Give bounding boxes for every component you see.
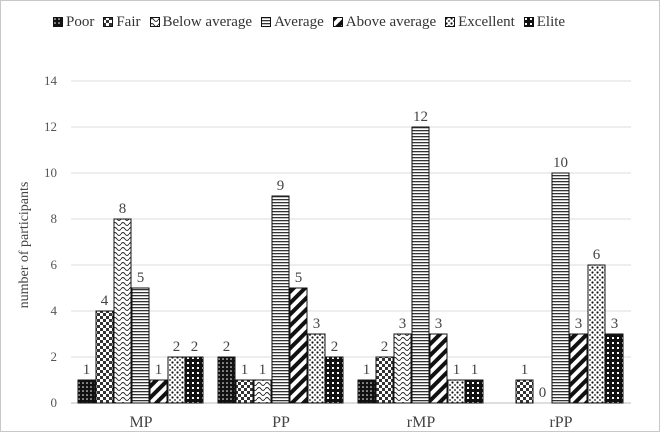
data-label-mp-fair: 4 (101, 293, 109, 309)
bar-rmp-fair (375, 356, 394, 404)
y-tick-labels: 0 2 4 6 8 10 12 14 (44, 73, 58, 410)
bar-pp-excellent (307, 333, 326, 404)
bar-rmp-poor (357, 379, 376, 404)
legend-swatch-average (261, 17, 272, 27)
y-tick-label: 14 (44, 73, 58, 88)
legend-label: Excellent (458, 13, 515, 30)
legend-label: Fair (116, 13, 141, 30)
y-tick-label: 0 (51, 395, 58, 410)
legend: Poor Fair Below average Average Above averag… (53, 11, 574, 33)
data-label-mp-elite: 2 (191, 339, 199, 355)
legend-swatch-poor (53, 17, 63, 27)
bar-pp-elite (325, 356, 344, 404)
bar-pp-above-average (289, 287, 308, 404)
legend-item-above-average: Above average (332, 13, 437, 31)
legend-label: Average (274, 13, 324, 30)
legend-item-poor: Poor (53, 14, 94, 31)
data-label-pp-below-average: 1 (259, 362, 267, 378)
y-tick-label: 6 (51, 257, 58, 272)
y-tick-label: 12 (44, 119, 57, 134)
bar-rmp-average (411, 126, 430, 404)
legend-swatch-fair (103, 17, 114, 27)
data-label-rmp-average: 12 (413, 109, 428, 125)
data-label-pp-fair: 1 (241, 362, 249, 378)
bar-mp-below-average (113, 218, 132, 404)
y-tick-label: 8 (51, 211, 58, 226)
legend-label: Elite (536, 13, 566, 30)
bar-pp-fair (235, 379, 254, 404)
gridlines (71, 80, 631, 404)
data-label-rmp-elite: 1 (471, 362, 479, 378)
legend-item-average: Average (261, 14, 324, 31)
bar-mp-average (131, 287, 150, 404)
data-label-rpp-above-average: 3 (575, 316, 583, 332)
legend-item-fair: Fair (103, 13, 141, 31)
bar-mp-above-average (149, 379, 168, 404)
data-label-rpp-excellent: 6 (593, 247, 601, 263)
bar-rpp-excellent (587, 264, 606, 404)
x-tick-label: MP (129, 414, 152, 431)
bar-rmp-above-average (429, 333, 448, 404)
y-tick-label: 2 (51, 349, 58, 364)
data-label-mp-average: 5 (137, 270, 145, 286)
bar-rmp-excellent (447, 379, 466, 404)
bar-mp-excellent (167, 356, 186, 404)
legend-label: Poor (66, 13, 95, 30)
bar-rpp-above-average (569, 333, 588, 404)
y-tick-label: 4 (51, 303, 58, 318)
legend-label: Below average (162, 13, 253, 30)
legend-label: Above average (345, 13, 437, 30)
data-label-rmp-below-average: 3 (399, 316, 407, 332)
data-label-rmp-fair: 2 (381, 339, 389, 355)
data-label-rpp-below-average: 0 (539, 385, 547, 401)
bar-rpp-average (551, 172, 570, 404)
y-tick-label: 10 (44, 165, 57, 180)
legend-item-excellent: Excellent (445, 14, 515, 31)
bar-rmp-elite (465, 379, 484, 404)
bar-pp-below-average (253, 379, 272, 404)
bar-rmp-below-average (393, 333, 412, 404)
data-label-pp-elite: 2 (331, 339, 339, 355)
bar-mp-elite (185, 356, 204, 404)
bar-mp-poor (77, 379, 96, 404)
bar-pp-poor (217, 356, 236, 404)
legend-item-elite: Elite (523, 13, 566, 31)
data-label-pp-poor: 2 (223, 339, 231, 355)
data-label-rpp-fair: 1 (521, 362, 529, 378)
bar-pp-average (271, 195, 290, 404)
data-label-pp-average: 9 (277, 178, 285, 194)
legend-swatch-elite (523, 17, 534, 27)
data-label-rmp-poor: 1 (363, 362, 371, 378)
data-label-mp-excellent: 2 (173, 339, 181, 355)
x-tick-labels: MP PP rMP rPP (129, 414, 572, 431)
bar-mp-fair (95, 310, 114, 404)
legend-swatch-excellent (445, 17, 456, 27)
data-label-mp-poor: 1 (83, 362, 91, 378)
data-label-mp-above-average: 1 (155, 362, 163, 378)
data-label-rpp-elite: 3 (611, 316, 619, 332)
data-label-pp-excellent: 3 (313, 316, 321, 332)
bars (77, 126, 624, 404)
data-label-mp-below-average: 8 (119, 201, 127, 217)
x-tick-label: PP (272, 414, 290, 431)
legend-swatch-above-average (332, 17, 343, 27)
data-label-pp-above-average: 5 (295, 270, 303, 286)
bar-rpp-elite (605, 333, 624, 404)
legend-item-below-average: Below average (149, 13, 253, 31)
legend-swatch-below-average (149, 17, 160, 27)
x-tick-label: rMP (407, 414, 436, 431)
data-label-rmp-above-average: 3 (435, 316, 443, 332)
data-label-rpp-average: 10 (553, 155, 568, 171)
x-tick-label: rPP (549, 414, 572, 431)
data-label-rmp-excellent: 1 (453, 362, 461, 378)
bar-rpp-fair (515, 379, 534, 404)
